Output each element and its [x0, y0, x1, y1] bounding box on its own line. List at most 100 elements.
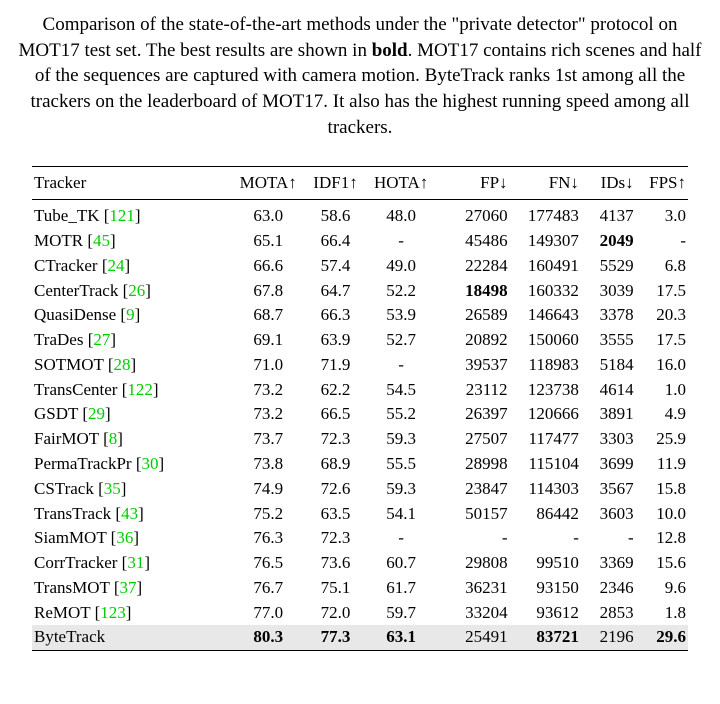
cell-hota: 52.2: [366, 278, 435, 303]
cell-idf1: 72.3: [305, 427, 367, 452]
cell-ids: 2853: [581, 600, 636, 625]
cell-fn: 114303: [510, 476, 581, 501]
tracker-label: TransMOT: [34, 578, 110, 597]
table-row: Tube_TK [121]63.058.648.0270601774834137…: [32, 200, 688, 229]
citation-ref[interactable]: 45: [93, 231, 110, 250]
table-row: TransMOT [37]76.775.161.7362319315023469…: [32, 576, 688, 601]
citation-ref[interactable]: 27: [93, 330, 110, 349]
citation-ref[interactable]: 37: [120, 578, 137, 597]
cell-fps: 16.0: [636, 353, 688, 378]
cell-ids: 3891: [581, 402, 636, 427]
cell-fps: 1.0: [636, 377, 688, 402]
cell-hota: 48.0: [366, 200, 435, 229]
citation-ref[interactable]: 121: [109, 206, 135, 225]
tracker-label: TraDes: [34, 330, 83, 349]
citation-ref[interactable]: 122: [127, 380, 153, 399]
cell-fps: 11.9: [636, 452, 688, 477]
cell-idf1: 64.7: [305, 278, 367, 303]
table-row: ReMOT [123]77.072.059.7332049361228531.8: [32, 600, 688, 625]
table-row: FairMOT [8]73.772.359.327507117477330325…: [32, 427, 688, 452]
table-row: GSDT [29]73.266.555.22639712066638914.9: [32, 402, 688, 427]
cell-fn: 93612: [510, 600, 581, 625]
cell-fp: 29808: [436, 551, 510, 576]
cell-fn: 117477: [510, 427, 581, 452]
cell-mota: 73.7: [232, 427, 305, 452]
tracker-name-cell: TransCenter [122]: [32, 377, 232, 402]
cell-ids: 3039: [581, 278, 636, 303]
cell-fn: 149307: [510, 229, 581, 254]
tracker-name-cell: QuasiDense [9]: [32, 303, 232, 328]
tracker-label: FairMOT: [34, 429, 99, 448]
cell-ids: 3603: [581, 501, 636, 526]
cell-idf1: 68.9: [305, 452, 367, 477]
cell-fps: 17.5: [636, 328, 688, 353]
cell-ids: 4137: [581, 200, 636, 229]
tracker-name-cell: MOTR [45]: [32, 229, 232, 254]
citation-ref[interactable]: 36: [116, 528, 133, 547]
cell-fp: 26397: [436, 402, 510, 427]
table-row: TransTrack [43]75.263.554.15015786442360…: [32, 501, 688, 526]
cell-fps: -: [636, 229, 688, 254]
tracker-label: CenterTrack: [34, 281, 118, 300]
cell-ids: 3567: [581, 476, 636, 501]
cell-fps: 15.6: [636, 551, 688, 576]
citation-ref[interactable]: 8: [109, 429, 118, 448]
citation-ref[interactable]: 31: [127, 553, 144, 572]
cell-mota: 74.9: [232, 476, 305, 501]
citation-ref[interactable]: 9: [126, 305, 135, 324]
citation-ref[interactable]: 30: [142, 454, 159, 473]
cell-hota: 60.7: [366, 551, 435, 576]
cell-fp: 45486: [436, 229, 510, 254]
cell-fp: 39537: [436, 353, 510, 378]
results-table-wrap: Tracker MOTA↑ IDF1↑ HOTA↑ FP↓ FN↓ IDs↓ F…: [32, 166, 688, 651]
cell-idf1: 71.9: [305, 353, 367, 378]
citation-ref[interactable]: 24: [108, 256, 125, 275]
cell-fps: 20.3: [636, 303, 688, 328]
cell-mota: 73.8: [232, 452, 305, 477]
table-row: SOTMOT [28]71.071.9-39537118983518416.0: [32, 353, 688, 378]
cell-mota: 73.2: [232, 402, 305, 427]
tracker-label: GSDT: [34, 404, 78, 423]
cell-fps: 15.8: [636, 476, 688, 501]
tracker-name-cell: SiamMOT [36]: [32, 526, 232, 551]
cell-mota: 65.1: [232, 229, 305, 254]
cell-fp: 18498: [436, 278, 510, 303]
col-tracker: Tracker: [32, 167, 232, 200]
citation-ref[interactable]: 29: [88, 404, 105, 423]
table-row: CSTrack [35]74.972.659.32384711430335671…: [32, 476, 688, 501]
cell-ids: 3699: [581, 452, 636, 477]
cell-fp: 22284: [436, 253, 510, 278]
table-row: ByteTrack80.377.363.12549183721219629.6: [32, 625, 688, 650]
cell-fp: -: [436, 526, 510, 551]
tracker-label: CorrTracker: [34, 553, 117, 572]
cell-fp: 33204: [436, 600, 510, 625]
citation-ref[interactable]: 35: [104, 479, 121, 498]
table-row: CorrTracker [31]76.573.660.7298089951033…: [32, 551, 688, 576]
table-row: TraDes [27]69.163.952.720892150060355517…: [32, 328, 688, 353]
tracker-name-cell: CSTrack [35]: [32, 476, 232, 501]
cell-fp: 25491: [436, 625, 510, 650]
cell-fn: 123738: [510, 377, 581, 402]
col-mota: MOTA↑: [232, 167, 305, 200]
cell-hota: 55.5: [366, 452, 435, 477]
cell-fn: 115104: [510, 452, 581, 477]
cell-idf1: 73.6: [305, 551, 367, 576]
cell-mota: 73.2: [232, 377, 305, 402]
tracker-label: SOTMOT: [34, 355, 104, 374]
cell-ids: 2196: [581, 625, 636, 650]
cell-idf1: 72.6: [305, 476, 367, 501]
citation-ref[interactable]: 43: [121, 504, 138, 523]
cell-fps: 4.9: [636, 402, 688, 427]
cell-fn: -: [510, 526, 581, 551]
citation-ref[interactable]: 26: [128, 281, 145, 300]
cell-mota: 68.7: [232, 303, 305, 328]
cell-idf1: 58.6: [305, 200, 367, 229]
cell-fn: 146643: [510, 303, 581, 328]
cell-idf1: 75.1: [305, 576, 367, 601]
citation-ref[interactable]: 123: [100, 603, 126, 622]
citation-ref[interactable]: 28: [114, 355, 131, 374]
cell-idf1: 66.5: [305, 402, 367, 427]
cell-ids: 2346: [581, 576, 636, 601]
table-header-row: Tracker MOTA↑ IDF1↑ HOTA↑ FP↓ FN↓ IDs↓ F…: [32, 167, 688, 200]
cell-idf1: 63.9: [305, 328, 367, 353]
